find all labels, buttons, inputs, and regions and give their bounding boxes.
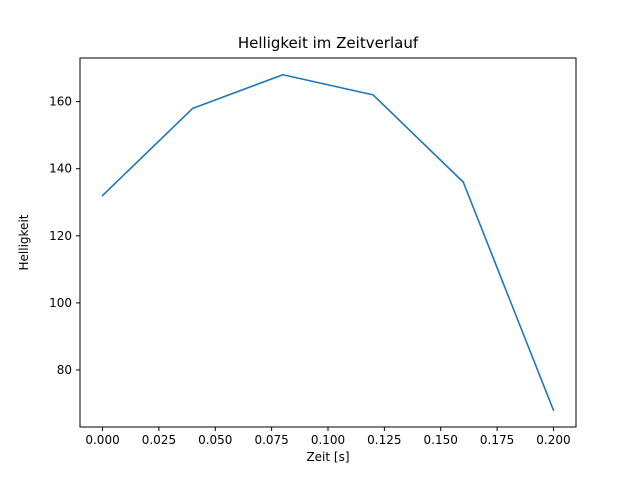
x-tick-label: 0.000	[85, 433, 119, 447]
plot-area	[80, 58, 576, 427]
x-tick-label: 0.150	[424, 433, 458, 447]
x-tick-label: 0.050	[198, 433, 232, 447]
y-axis-label: Helligkeit	[17, 214, 31, 270]
line-layer	[101, 73, 555, 412]
y-tick-label: 80	[57, 363, 72, 377]
chart-title: Helligkeit im Zeitverlauf	[238, 34, 419, 52]
y-tick-label: 120	[49, 229, 72, 243]
y-tick-label: 100	[49, 296, 72, 310]
x-tick-label: 0.075	[254, 433, 288, 447]
x-tick-label: 0.125	[367, 433, 401, 447]
data-line	[101, 73, 555, 412]
x-tick-label: 0.175	[480, 433, 514, 447]
y-tick-label: 160	[49, 95, 72, 109]
x-tick-label: 0.200	[536, 433, 570, 447]
plot-border	[79, 57, 577, 428]
y-tick-label: 140	[49, 162, 72, 176]
ticks-layer: 0.000 0.025 0.050 0.075 0.100 0.125 0.150 0.175…	[49, 95, 571, 447]
x-tick-label: 0.100	[311, 433, 345, 447]
x-tick-label: 0.025	[142, 433, 176, 447]
x-axis-label: Zeit [s]	[306, 450, 349, 464]
